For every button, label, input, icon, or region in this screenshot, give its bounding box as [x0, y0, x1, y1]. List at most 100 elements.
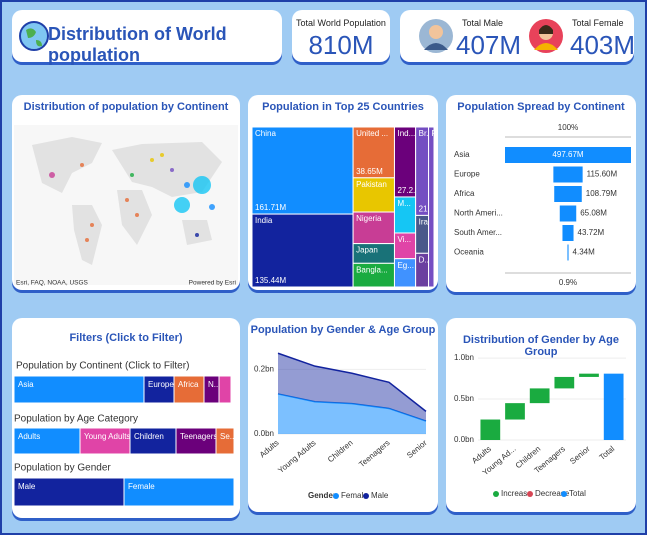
map-bubble: [49, 172, 55, 178]
waterfall-bar: [579, 373, 599, 377]
map-bubble: [160, 153, 164, 157]
slicer-item[interactable]: [129, 427, 177, 455]
tile-label: United ...: [356, 129, 388, 138]
funnel-bar: [505, 147, 631, 163]
map-credit: Powered by Esri: [189, 280, 236, 287]
slicer-item[interactable]: [13, 477, 125, 507]
waterfall-bar: [554, 376, 575, 389]
map-bubble: [125, 198, 129, 202]
line: [277, 352, 427, 412]
chart: Esri, FAQ, NOAA, USGS Powered by Esri: [14, 125, 238, 287]
x-tick-label: Senior: [405, 438, 429, 460]
category-label: Asia: [454, 150, 470, 159]
kpi-label: Total Female: [572, 18, 624, 28]
waterfall-bar: [529, 388, 550, 404]
legend-label: Total: [569, 489, 586, 498]
map-bubble: [193, 176, 211, 194]
slicer-item[interactable]: [123, 477, 235, 507]
tile-value: 161.71M: [255, 203, 286, 212]
continent: [32, 137, 102, 193]
map-bubble: [184, 182, 190, 188]
treemap-panel: Population in Top 25 Countries China 161.7…: [248, 95, 438, 290]
x-tick-label: Total: [598, 444, 617, 462]
tile-label: D...: [419, 255, 431, 264]
slicer-title: Population by Age Category: [14, 414, 138, 425]
continent: [72, 205, 102, 265]
value-label: 497.67M: [552, 150, 583, 159]
panel-title: Population by Gender & Age Group: [250, 324, 436, 336]
area-panel: Population by Gender & Age Group 0.0bn 0.2…: [248, 318, 438, 512]
legend-swatch: [561, 491, 567, 497]
dashboard-title: Distribution of World population: [48, 24, 227, 65]
slicer-item[interactable]: [218, 375, 232, 404]
chart: China 161.71M India 135.44M United ... 38.65M…: [251, 126, 438, 288]
map-bubble: [90, 223, 94, 227]
continent: [117, 190, 152, 245]
funnel-bar: [559, 205, 577, 222]
kpi-value: 403M: [570, 30, 636, 60]
panel-title: Distribution of population by Continent: [23, 101, 229, 113]
tile-label: Ind...: [397, 129, 415, 138]
map-attribution: Esri, FAQ, NOAA, USGS: [16, 280, 89, 287]
legend-label: Male: [371, 491, 389, 500]
category-label: South Amer...: [454, 228, 502, 237]
slicer-item-label: Se...: [220, 432, 236, 441]
slicer-item[interactable]: [173, 375, 205, 404]
slicer-item[interactable]: [13, 375, 145, 404]
treemap-tile: [251, 126, 354, 215]
waterfall-bar: [480, 419, 501, 440]
slicer-item[interactable]: [215, 427, 235, 455]
value-label: 43.72M: [578, 228, 605, 237]
kpi-value: 810M: [308, 30, 374, 60]
category-label: North Ameri...: [454, 209, 503, 218]
tile-value: 38.65M: [356, 167, 383, 176]
waterfall-bar: [505, 403, 525, 420]
slicer-item[interactable]: [79, 427, 131, 455]
map-bubble: [209, 204, 215, 210]
panel-title: Filters (Click to Filter): [69, 332, 183, 344]
map-bubble: [135, 213, 139, 217]
map-panel: Distribution of population by Continent E…: [12, 95, 240, 290]
legend-label: Decrease: [535, 489, 570, 498]
continent: [182, 220, 212, 245]
value-label: 108.79M: [586, 189, 617, 198]
kpi-value: 407M: [456, 30, 522, 60]
tile-value: 21...: [419, 205, 435, 214]
legend-swatch: [527, 491, 533, 497]
slicer-item-label: Children: [134, 432, 164, 441]
tile-label: Eg...: [397, 261, 413, 270]
legend-label: Female: [341, 491, 368, 500]
waterfall-bar: [603, 373, 624, 440]
slicer-title: Population by Gender: [14, 463, 111, 474]
map-bubble: [80, 163, 84, 167]
kpi-label: Total World Population: [296, 18, 386, 28]
panel-title: Population in Top 25 Countries: [262, 101, 424, 113]
slicer-title: Population by Continent (Click to Filter…: [16, 361, 189, 372]
legend-swatch: [333, 493, 339, 499]
tile-label: Nigeria: [356, 214, 382, 223]
funnel-bar: [553, 166, 583, 183]
globe-icon: [19, 21, 49, 51]
tile-label: Japan: [356, 246, 378, 255]
category-label: Oceania: [454, 248, 484, 257]
value-label: 115.60M: [587, 170, 618, 179]
tile-value: 135.44M: [255, 276, 286, 285]
tile-label: M...: [397, 199, 410, 208]
tile-label: Ira...: [419, 218, 435, 227]
x-tick-label: Teenagers: [357, 438, 391, 469]
waterfall-panel: Distribution of Gender by Age Group 0.0bn…: [446, 318, 636, 512]
avatars: [419, 19, 563, 53]
tile-value: 27.2...: [397, 186, 419, 195]
treemap-tile: [428, 126, 435, 288]
y-tick-label: 0.5bn: [454, 394, 474, 403]
chart: Population by Continent (Click to Filter…: [13, 361, 236, 507]
kpi-total: Total World Population 810M: [292, 10, 390, 62]
slicer-item-label: Teenagers: [180, 432, 217, 441]
legend-title: Gender: [308, 491, 336, 500]
map-bubble: [130, 173, 134, 177]
x-tick-label: Senior: [568, 444, 592, 466]
filter-panel: Filters (Click to Filter) Population by C…: [12, 318, 240, 518]
slicer-item-label: Europe: [148, 380, 174, 389]
funnel-bar: [562, 225, 574, 241]
